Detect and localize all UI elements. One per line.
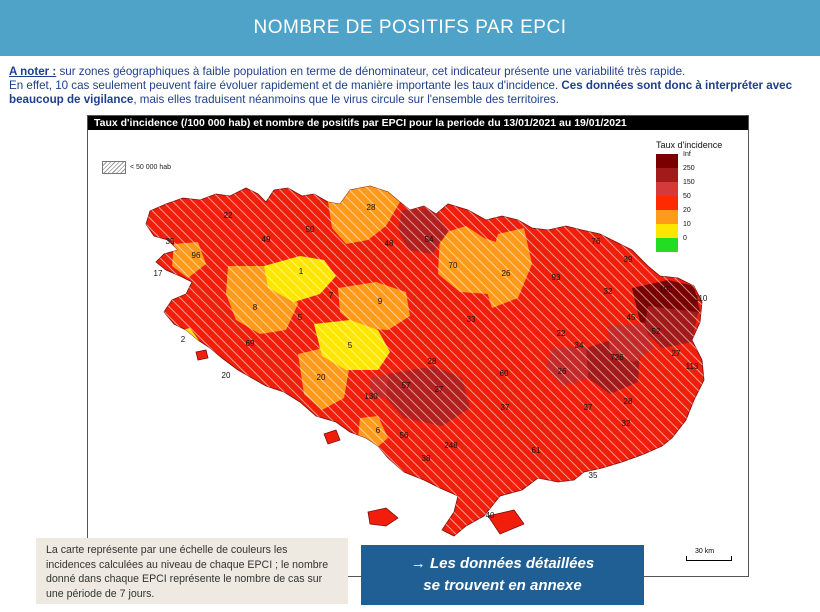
epci-case-count: 38: [422, 454, 431, 463]
epci-case-count: 2: [181, 335, 186, 344]
map-caption: La carte représente par une échelle de c…: [36, 538, 348, 604]
epci-case-count: 28: [367, 203, 376, 212]
epci-case-count: 49: [262, 235, 271, 244]
note-label: A noter :: [9, 65, 57, 78]
legend-swatch: [656, 210, 678, 224]
epci-case-count: 37: [501, 403, 510, 412]
legend-label: 0: [683, 234, 687, 242]
legend-row: 50: [656, 192, 722, 210]
epci-case-count: 33: [467, 315, 476, 324]
map-frame: 22 35 49 50 28 48 54 70 26 76 93 32 39 192 110 96 17 1 8 5 7…: [87, 115, 749, 577]
legend-swatch: [656, 196, 678, 210]
note-block: A noter : sur zones géographiques à faib…: [9, 65, 815, 107]
page-header: NOMBRE DE POSITIFS PAR EPCI: [0, 0, 820, 56]
epci-case-count: 35: [166, 237, 175, 246]
epci-case-count: 35: [589, 471, 598, 480]
incidence-legend: Taux d'incidence Inf 250 150 50 20 10 0: [656, 140, 722, 252]
epci-case-count: 130: [364, 392, 378, 401]
note-text-3: , mais elles traduisent néanmoins que le…: [133, 93, 559, 106]
epci-case-count: 110: [695, 294, 708, 303]
epci-case-count: 6: [376, 426, 381, 435]
epci-case-count: 50: [306, 225, 315, 234]
legend-label: 150: [683, 178, 695, 186]
legend-label: 50: [683, 192, 691, 200]
epci-case-count: 57: [402, 381, 411, 390]
epci-case-count: 69: [246, 339, 255, 348]
epci-case-count: 56: [400, 431, 409, 440]
legend-label: 10: [683, 220, 691, 228]
annex-line-2: se trouvent en annexe: [423, 577, 582, 594]
epci-case-count: 70: [449, 261, 458, 270]
note-text-1: sur zones géographiques à faible populat…: [56, 65, 686, 78]
epci-case-count: 34: [575, 341, 584, 350]
epci-case-count: 39: [624, 255, 633, 264]
epci-case-count: 32: [604, 287, 613, 296]
legend-title: Taux d'incidence: [656, 140, 723, 150]
epci-case-count: 26: [502, 269, 511, 278]
legend-row: 250: [656, 164, 722, 182]
legend-row: 0: [656, 234, 722, 252]
epci-case-count: 22: [224, 211, 233, 220]
legend-swatch: [656, 154, 678, 168]
map-title: Taux d'incidence (/100 000 hab) et nombr…: [88, 116, 748, 130]
epci-case-count: 192: [659, 285, 673, 294]
epci-case-count: 37: [584, 403, 593, 412]
note-bold: Ces données sont donc à interpréter avec…: [9, 79, 793, 106]
epci-case-count: 48: [385, 239, 394, 248]
scale-bar: [686, 556, 732, 561]
legend-label: 20: [683, 206, 691, 214]
epci-case-count: 60: [500, 369, 509, 378]
hatch-legend-label: < 50 000 hab: [130, 164, 172, 171]
epci-case-count: 113: [686, 362, 699, 371]
epci-case-count: 45: [627, 313, 636, 322]
scale-label: 30 km: [695, 548, 715, 555]
epci-case-count: 28: [428, 357, 437, 366]
epci-case-count: 28: [624, 397, 633, 406]
epci-case-count: 20: [317, 373, 326, 382]
epci-case-count: 32: [622, 419, 631, 428]
epci-case-count: 54: [425, 235, 434, 244]
legend-row: Inf: [656, 150, 722, 168]
legend-swatch: [656, 168, 678, 182]
legend-swatch: [656, 224, 678, 238]
epci-case-count: 93: [552, 273, 561, 282]
legend-swatch: [656, 238, 678, 252]
epci-case-count: 1: [299, 267, 304, 276]
note-text-2: En effet, 10 cas seulement peuvent faire…: [9, 79, 562, 92]
legend-row: 150: [656, 178, 722, 196]
epci-case-count: 52: [652, 327, 661, 336]
epci-case-count: 726: [610, 353, 624, 362]
annex-banner: → Les données détaillées se trouvent en …: [361, 545, 644, 605]
epci-case-count: 17: [154, 269, 163, 278]
epci-case-count: 96: [192, 251, 201, 260]
epci-case-count: 22: [557, 329, 566, 338]
epci-case-count: 248: [444, 441, 458, 450]
legend-label: 250: [683, 164, 695, 172]
epci-case-count: 40: [486, 511, 495, 520]
epci-case-count: 27: [672, 349, 681, 358]
epci-case-count: 7: [329, 291, 334, 300]
epci-case-count: 27: [435, 385, 444, 394]
epci-case-count: 26: [558, 367, 567, 376]
legend-label: Inf: [683, 150, 691, 158]
epci-case-count: 20: [222, 371, 231, 380]
epci-case-count: 9: [378, 297, 383, 306]
annex-line-1: → Les données détaillées: [410, 555, 595, 572]
legend-row: 10: [656, 220, 722, 238]
legend-swatch: [656, 182, 678, 196]
epci-case-count: 5: [298, 313, 303, 322]
epci-case-count: 61: [532, 446, 541, 455]
epci-case-count: 76: [592, 237, 601, 246]
epci-case-count: 5: [348, 341, 353, 350]
legend-row: 20: [656, 206, 722, 224]
hatch-swatch: [102, 161, 126, 174]
page-title: NOMBRE DE POSITIFS PAR EPCI: [253, 17, 567, 38]
hatch-legend: < 50 000 hab: [102, 161, 171, 174]
epci-case-count: 8: [253, 303, 258, 312]
